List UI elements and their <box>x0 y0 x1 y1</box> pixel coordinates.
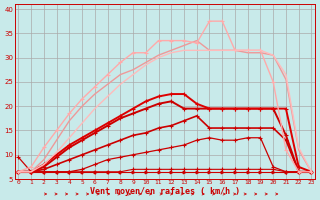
X-axis label: Vent moyen/en rafales ( km/h ): Vent moyen/en rafales ( km/h ) <box>90 187 240 196</box>
